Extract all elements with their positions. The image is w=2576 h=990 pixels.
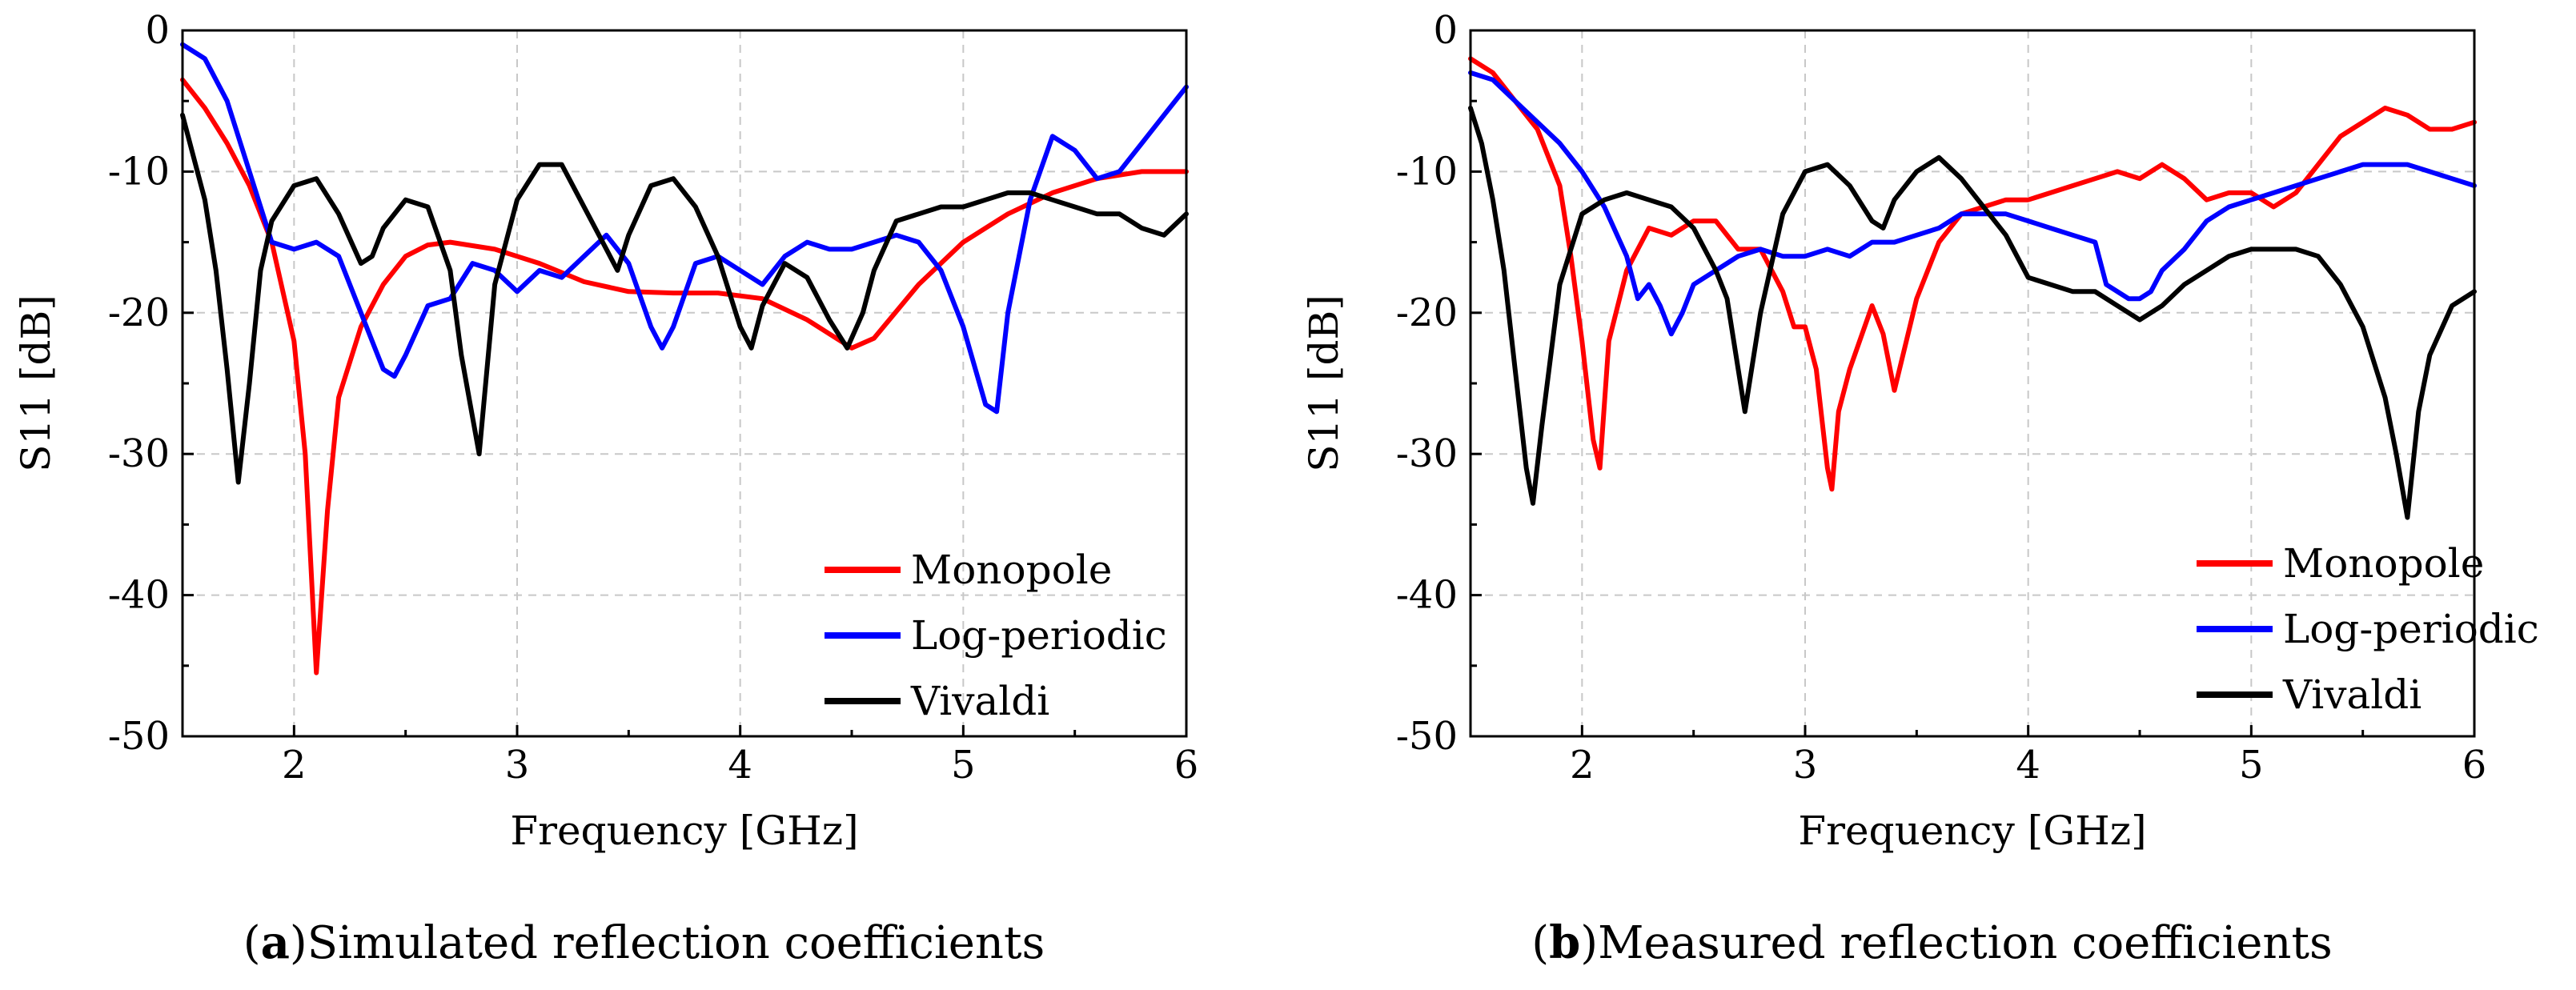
x-tick-label: 5 xyxy=(951,743,976,788)
legend-label: Log-periodic xyxy=(2283,606,2539,652)
legend: Monopole Log-periodic Vivaldi xyxy=(2197,540,2539,718)
series-line-vivaldi xyxy=(180,112,1189,485)
y-tick-label: -10 xyxy=(108,149,170,194)
y-tick-label: -50 xyxy=(108,714,170,759)
panel-label-b: b xyxy=(1549,916,1581,969)
x-tick-label: 4 xyxy=(728,743,752,788)
y-tick-label: -40 xyxy=(108,573,170,618)
x-axis-title: Frequency [GHz] xyxy=(1798,808,2146,854)
legend-label: Monopole xyxy=(2283,540,2484,587)
series-line-vivaldi xyxy=(1468,106,2477,520)
legend-label: Vivaldi xyxy=(2282,671,2422,718)
x-tick-label: 5 xyxy=(2239,743,2264,788)
series-lines xyxy=(1468,56,2477,520)
legend-label: Monopole xyxy=(911,547,1112,593)
x-tick-label: 6 xyxy=(1174,743,1199,788)
chart-simulated: 2 3 4 5 6 0 -10 -20 -30 -40 -50 Frequency [GHz] S11 … xyxy=(13,8,1199,854)
series-line-monopole xyxy=(180,77,1189,675)
x-tick-label: 2 xyxy=(282,743,307,788)
y-tick-label: 0 xyxy=(1433,8,1458,53)
y-tick-label: 0 xyxy=(145,8,170,53)
y-tick-label: -20 xyxy=(1396,291,1458,335)
caption-text-a: Simulated reflection coefficients xyxy=(307,917,1045,969)
series-line-log-periodic xyxy=(1468,70,2477,337)
series-line-monopole xyxy=(1468,56,2477,492)
y-axis-title: S11 [dB] xyxy=(1301,295,1347,472)
x-tick-label: 6 xyxy=(2462,743,2487,788)
y-tick-label: -10 xyxy=(1396,149,1458,194)
x-tick-label: 3 xyxy=(1793,743,1818,788)
grid-lines xyxy=(1471,30,2474,736)
series-line-log-periodic xyxy=(180,42,1189,415)
axis-ticks: 2 3 4 5 6 0 -10 -20 -30 -40 -50 xyxy=(108,8,1199,788)
y-tick-label: -20 xyxy=(108,291,170,335)
y-tick-label: -30 xyxy=(1396,431,1458,476)
x-axis-title: Frequency [GHz] xyxy=(510,808,858,854)
legend: Monopole Log-periodic Vivaldi xyxy=(825,547,1167,724)
series-lines xyxy=(180,42,1189,675)
axis-ticks: 2 3 4 5 6 0 -10 -20 -30 -40 -50 xyxy=(1396,8,2487,788)
y-tick-label: -50 xyxy=(1396,714,1458,759)
legend-label: Vivaldi xyxy=(910,678,1049,724)
caption-b: (b)Measured reflection coefficients xyxy=(1531,916,2333,969)
legend-label: Log-periodic xyxy=(911,612,1167,659)
y-tick-label: -30 xyxy=(108,431,170,476)
x-tick-label: 2 xyxy=(1570,743,1595,788)
caption-a: (a)Simulated reflection coefficients xyxy=(243,916,1045,969)
y-axis-title: S11 [dB] xyxy=(13,295,59,472)
x-tick-label: 3 xyxy=(505,743,530,788)
y-tick-label: -40 xyxy=(1396,573,1458,618)
chart-measured: 2 3 4 5 6 0 -10 -20 -30 -40 -50 Frequency [GHz] S11 … xyxy=(1301,8,2539,854)
panel-label-a: a xyxy=(260,916,290,969)
x-tick-label: 4 xyxy=(2016,743,2040,788)
grid-lines xyxy=(183,30,1186,736)
caption-text-b: Measured reflection coefficients xyxy=(1598,917,2333,969)
